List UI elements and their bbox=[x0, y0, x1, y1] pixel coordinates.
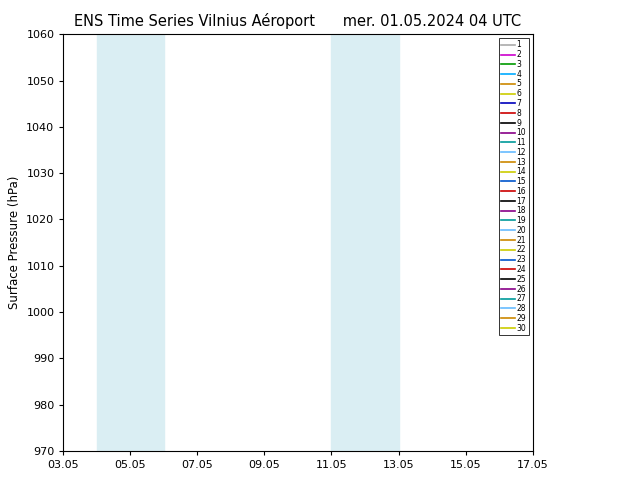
Bar bbox=[332, 34, 399, 451]
Title: ENS Time Series Vilnius Aéroport      mer. 01.05.2024 04 UTC: ENS Time Series Vilnius Aéroport mer. 01… bbox=[74, 13, 522, 29]
Legend: 1, 2, 3, 4, 5, 6, 7, 8, 9, 10, 11, 12, 13, 14, 15, 16, 17, 18, 19, 20, 21, 22, 2: 1, 2, 3, 4, 5, 6, 7, 8, 9, 10, 11, 12, 1… bbox=[499, 38, 529, 335]
Bar bbox=[97, 34, 164, 451]
Y-axis label: Surface Pressure (hPa): Surface Pressure (hPa) bbox=[8, 176, 21, 309]
